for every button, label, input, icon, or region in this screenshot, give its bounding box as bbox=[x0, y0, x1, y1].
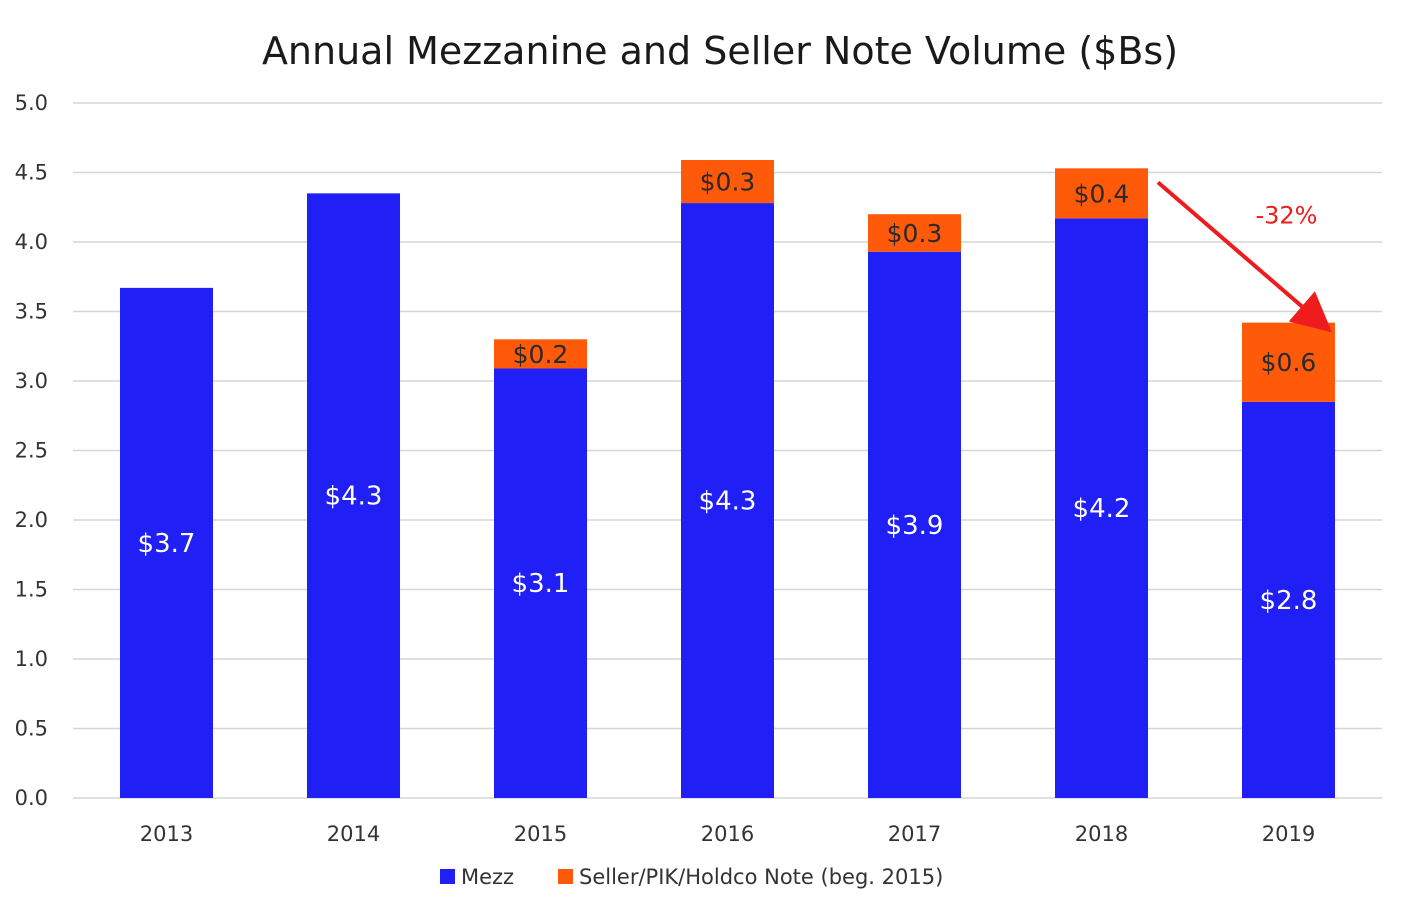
bar-mezz-2014 bbox=[307, 193, 400, 799]
chart-title: Annual Mezzanine and Seller Note Volume … bbox=[262, 29, 1178, 73]
data-label-seller-note: $0.3 bbox=[700, 168, 756, 197]
y-tick-label: 0.5 bbox=[15, 717, 48, 741]
bar-seller-note-2016 bbox=[681, 159, 774, 204]
bars bbox=[120, 159, 1335, 799]
y-tick-label: 3.0 bbox=[15, 369, 48, 393]
data-label-mezz: $4.3 bbox=[325, 482, 383, 512]
annotation: -32% bbox=[1156, 180, 1333, 333]
bar-mezz-2018 bbox=[1055, 218, 1148, 798]
data-label-seller-note: $0.3 bbox=[887, 219, 943, 248]
bar-labels: $3.7 $4.3 $3.1 $4.3 $3.9 $4.2 $2.8 $0.2 $0.3 $0.3… bbox=[138, 168, 1318, 616]
y-tick-label: 5.0 bbox=[15, 91, 48, 115]
y-tick-label: 2.5 bbox=[15, 439, 48, 463]
legend-swatch-seller-note bbox=[558, 869, 573, 884]
x-tick-label: 2018 bbox=[1075, 822, 1128, 846]
y-tick-label: 4.0 bbox=[15, 230, 48, 254]
y-tick-label: 1.0 bbox=[15, 647, 48, 671]
data-label-mezz: $4.3 bbox=[699, 487, 757, 517]
bar-mezz-2017 bbox=[868, 251, 961, 799]
legend-swatch-mezz bbox=[440, 869, 455, 884]
data-label-mezz: $3.1 bbox=[512, 569, 570, 599]
legend-label-mezz: Mezz bbox=[461, 865, 514, 889]
y-tick-label: 1.5 bbox=[15, 578, 48, 602]
bar-seller-note-2019 bbox=[1242, 322, 1335, 402]
x-tick-label: 2014 bbox=[327, 822, 380, 846]
x-tick-label: 2016 bbox=[701, 822, 754, 846]
x-tick-label: 2013 bbox=[140, 822, 193, 846]
data-label-seller-note: $0.6 bbox=[1261, 348, 1317, 377]
data-label-mezz: $3.9 bbox=[886, 511, 944, 541]
x-tick-label: 2017 bbox=[888, 822, 941, 846]
bar-seller-note-2018 bbox=[1055, 168, 1148, 219]
legend-label-seller-note: Seller/PIK/Holdco Note (beg. 2015) bbox=[579, 865, 943, 889]
y-tick-label: 0.0 bbox=[15, 786, 48, 810]
data-label-seller-note: $0.2 bbox=[513, 340, 569, 369]
y-tick-label: 4.5 bbox=[15, 161, 48, 185]
bar-seller-note-2017 bbox=[868, 214, 961, 252]
percent-change-annotation: -32% bbox=[1255, 201, 1317, 229]
decline-arrow bbox=[1156, 180, 1333, 333]
data-label-seller-note: $0.4 bbox=[1074, 179, 1130, 208]
legend: Mezz Seller/PIK/Holdco Note (beg. 2015) bbox=[440, 865, 943, 889]
x-tick-label: 2019 bbox=[1262, 822, 1315, 846]
data-label-mezz: $3.7 bbox=[138, 529, 196, 559]
y-tick-label: 3.5 bbox=[15, 300, 48, 324]
bar-mezz-2013 bbox=[120, 287, 213, 798]
bar-seller-note-2015 bbox=[494, 339, 587, 369]
y-tick-label: 2.0 bbox=[15, 508, 48, 532]
bar-mezz-2016 bbox=[681, 203, 774, 798]
data-label-mezz: $2.8 bbox=[1260, 586, 1318, 616]
data-label-mezz: $4.2 bbox=[1073, 494, 1131, 524]
x-tick-label: 2015 bbox=[514, 822, 567, 846]
bar-mezz-2019 bbox=[1242, 401, 1335, 798]
y-axis-ticks: 0.0 0.5 1.0 1.5 2.0 2.5 3.0 3.5 4.0 4.5 5.0 bbox=[15, 91, 48, 810]
bar-mezz-2015 bbox=[494, 368, 587, 798]
x-axis-ticks: 2013 2014 2015 2016 2017 2018 2019 bbox=[140, 822, 1315, 846]
